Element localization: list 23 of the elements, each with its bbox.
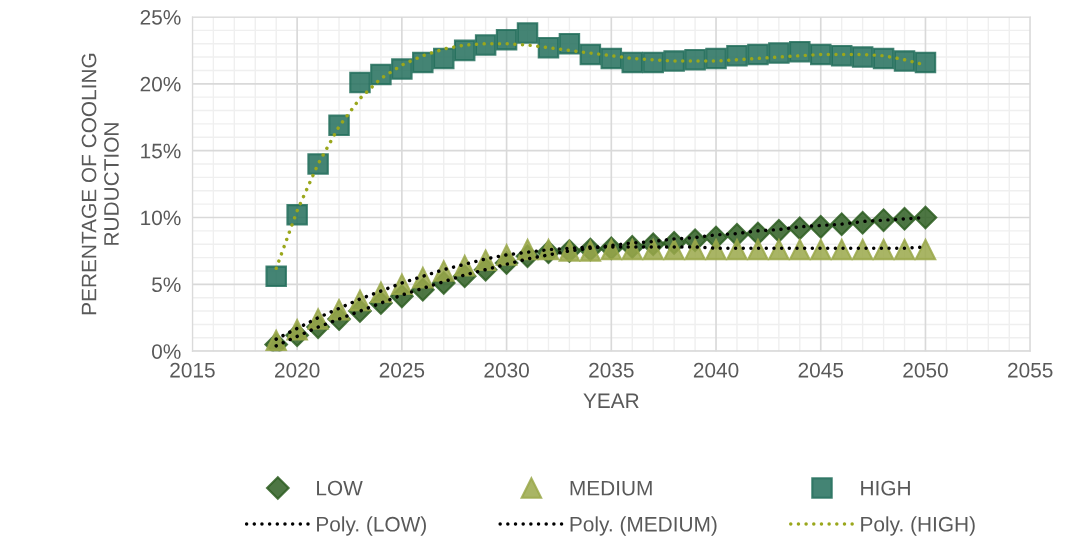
x-tick-label: 2025 [379,362,425,378]
x-axis-title: YEAR [583,393,639,408]
legend-label: LOW [317,480,363,496]
x-tick-label: 2055 [1008,362,1053,378]
y-axis-title: PERENTAGE OF COOLING RUDUCTION [81,53,119,315]
legend-label: MEDIUM [570,480,652,496]
x-tick-label: 2035 [589,362,634,378]
y-tick-label: 15% [141,143,181,159]
x-tick-label: 2020 [275,362,320,378]
x-tick-label: 2050 [903,362,948,378]
legend-label: Poly. (MEDIUM) [570,516,717,536]
y-tick-label: 20% [140,76,181,92]
y-tick-label: 10% [141,210,181,226]
x-tick-label: 2045 [798,362,844,378]
y-tick-label: 25% [140,9,181,25]
legend-label: Poly. (HIGH) [861,516,975,536]
y-tick-label: 5% [152,277,181,293]
x-tick-label: 2040 [693,362,739,378]
x-tick-label: 2015 [170,362,215,378]
legend-label: Poly. (LOW) [317,516,426,536]
x-tick-label: 2030 [484,362,529,378]
legend-label: HIGH [861,480,910,496]
y-tick-label: 0% [152,344,181,359]
